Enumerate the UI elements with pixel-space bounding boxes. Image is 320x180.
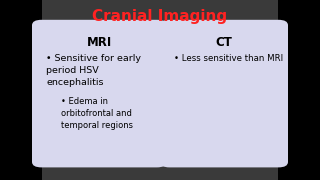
Text: • Sensitive for early
period HSV
encephalitis: • Sensitive for early period HSV encepha… <box>46 54 141 87</box>
Text: Cranial Imaging: Cranial Imaging <box>92 9 228 24</box>
FancyBboxPatch shape <box>32 20 166 167</box>
FancyBboxPatch shape <box>0 0 42 180</box>
FancyBboxPatch shape <box>160 20 288 167</box>
Text: MRI: MRI <box>87 36 112 49</box>
Text: CT: CT <box>216 36 232 49</box>
Text: • Edema in
orbitofrontal and
temporal regions: • Edema in orbitofrontal and temporal re… <box>61 97 133 130</box>
FancyBboxPatch shape <box>278 0 320 180</box>
Text: • Less sensitive than MRI: • Less sensitive than MRI <box>174 54 284 63</box>
